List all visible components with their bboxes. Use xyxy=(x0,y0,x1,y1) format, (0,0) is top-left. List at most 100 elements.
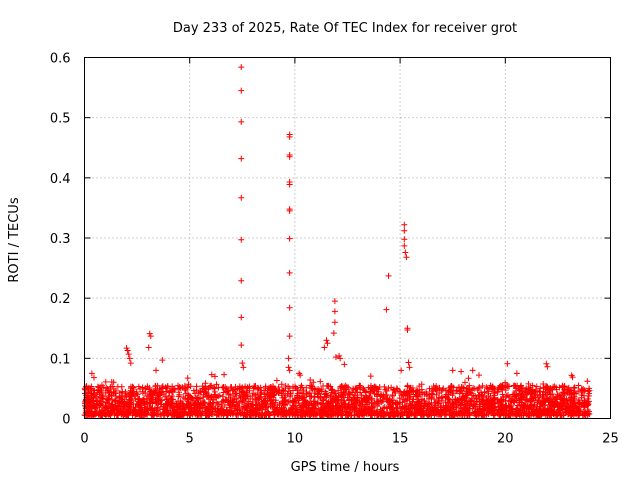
baseline-point xyxy=(525,410,532,417)
baseline-point xyxy=(567,403,574,410)
roti-point xyxy=(238,155,245,162)
baseline-point xyxy=(292,383,299,390)
baseline-point xyxy=(404,383,411,390)
roti-point xyxy=(504,360,511,367)
baseline-point xyxy=(382,386,389,393)
baseline-point xyxy=(470,401,477,408)
baseline-point xyxy=(329,399,336,406)
baseline-point xyxy=(389,399,396,406)
baseline-point xyxy=(421,397,428,404)
baseline-point xyxy=(449,392,456,399)
baseline-point xyxy=(479,382,486,389)
baseline-point xyxy=(316,411,323,418)
baseline-point xyxy=(413,387,420,394)
baseline-point xyxy=(300,394,307,401)
baseline-point xyxy=(187,383,194,390)
baseline-point xyxy=(491,389,498,396)
baseline-point xyxy=(520,393,527,400)
baseline-point xyxy=(126,396,133,403)
baseline-point xyxy=(215,384,222,391)
baseline-point xyxy=(575,408,582,415)
baseline-point xyxy=(238,385,245,392)
baseline-point xyxy=(559,382,566,389)
roti-point xyxy=(286,207,293,214)
baseline-point xyxy=(433,407,440,414)
baseline-point xyxy=(513,406,520,413)
baseline-point xyxy=(242,412,249,419)
baseline-point xyxy=(413,412,420,419)
baseline-point xyxy=(194,402,201,409)
baseline-point xyxy=(576,411,583,418)
baseline-point xyxy=(520,409,527,416)
baseline-point xyxy=(344,403,351,410)
baseline-point xyxy=(110,389,117,396)
baseline-point xyxy=(170,389,177,396)
baseline-point xyxy=(279,406,286,413)
baseline-point xyxy=(320,406,327,413)
baseline-point xyxy=(521,405,528,412)
baseline-point xyxy=(511,411,518,418)
baseline-point xyxy=(338,394,345,401)
baseline-point xyxy=(112,402,119,409)
baseline-point xyxy=(345,412,352,419)
baseline-point xyxy=(233,390,240,397)
baseline-point xyxy=(240,390,247,397)
roti-point xyxy=(331,319,338,326)
baseline-point xyxy=(239,397,246,404)
baseline-point xyxy=(505,402,512,409)
baseline-point xyxy=(416,409,423,416)
baseline-point xyxy=(491,403,498,410)
baseline-point xyxy=(448,383,455,390)
baseline-point xyxy=(467,402,474,409)
roti-point xyxy=(341,361,348,368)
baseline-point xyxy=(474,406,481,413)
baseline-point xyxy=(360,385,367,392)
baseline-point xyxy=(504,383,511,390)
data-points xyxy=(81,64,593,419)
baseline-point xyxy=(307,377,314,384)
baseline-point xyxy=(385,411,392,418)
baseline-point xyxy=(177,399,184,406)
roti-point xyxy=(286,304,293,311)
roti-point xyxy=(513,370,520,377)
baseline-point xyxy=(258,412,265,419)
y-tick-label: 0.5 xyxy=(50,112,71,127)
baseline-point xyxy=(300,387,307,394)
baseline-point xyxy=(220,398,227,405)
baseline-point xyxy=(513,397,520,404)
baseline-point xyxy=(210,399,217,406)
baseline-point xyxy=(164,403,171,410)
baseline-point xyxy=(205,412,212,419)
baseline-point xyxy=(500,401,507,408)
baseline-point xyxy=(521,391,528,398)
baseline-point xyxy=(563,408,570,415)
baseline-point xyxy=(573,407,580,414)
y-axis-label: ROTI / TECUs xyxy=(7,197,22,282)
baseline-point xyxy=(94,398,101,405)
baseline-point xyxy=(502,379,509,386)
baseline-point xyxy=(153,399,160,406)
baseline-point xyxy=(261,391,268,398)
baseline-point xyxy=(208,382,215,389)
baseline-point xyxy=(129,410,136,417)
baseline-point xyxy=(542,385,549,392)
baseline-point xyxy=(581,412,588,419)
baseline-point xyxy=(332,392,339,399)
baseline-point xyxy=(530,395,537,402)
roti-point xyxy=(208,371,215,378)
roti-point xyxy=(286,153,293,160)
baseline-point xyxy=(156,390,163,397)
baseline-point xyxy=(499,410,506,417)
baseline-point xyxy=(170,396,177,403)
x-tick-label: 5 xyxy=(186,432,194,447)
baseline-point xyxy=(364,396,371,403)
baseline-point xyxy=(213,381,220,388)
baseline-point xyxy=(585,408,592,415)
baseline-point xyxy=(503,393,510,400)
baseline-point xyxy=(556,407,563,414)
x-tick-label: 20 xyxy=(497,432,514,447)
baseline-point xyxy=(450,404,457,411)
roti-point xyxy=(238,314,245,321)
baseline-point xyxy=(114,383,121,390)
baseline-point xyxy=(568,372,575,379)
